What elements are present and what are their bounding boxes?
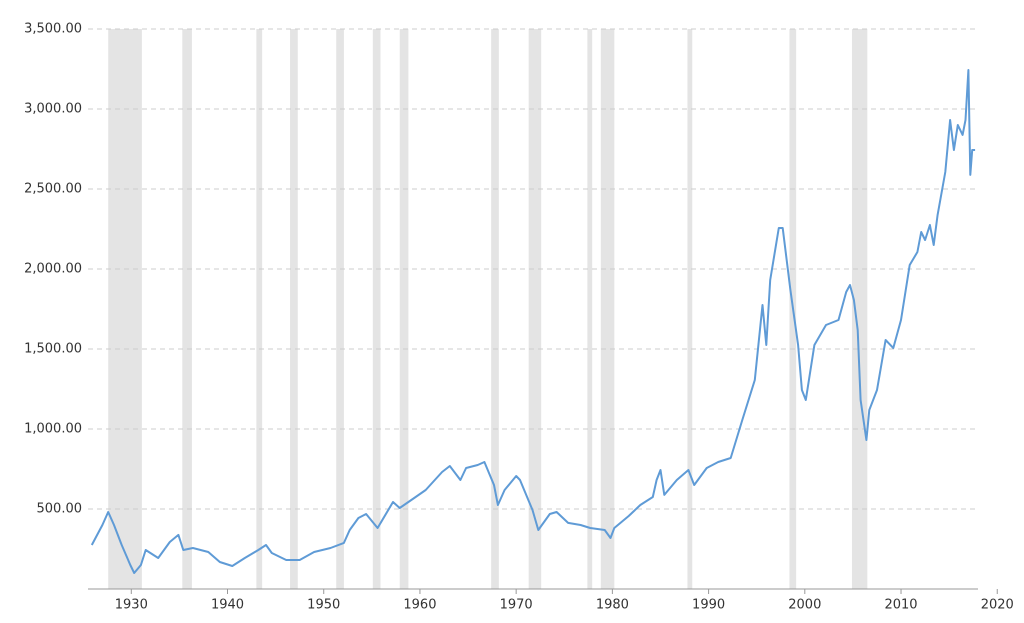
- recession-band: [372, 29, 381, 589]
- x-tick-label: 2000: [788, 598, 821, 613]
- recession-band: [399, 29, 409, 589]
- recession-band: [600, 29, 615, 589]
- x-tick-label: 1970: [500, 598, 533, 613]
- recession-band: [528, 29, 542, 589]
- y-tick-label: 1,500.00: [24, 342, 82, 357]
- recession-band: [851, 29, 868, 589]
- y-tick-label: 1,000.00: [24, 422, 82, 437]
- y-tick-label: 2,000.00: [24, 262, 82, 277]
- recession-band: [256, 29, 263, 589]
- recession-band: [336, 29, 344, 589]
- y-tick-label: 3,000.00: [24, 102, 82, 117]
- series-line: [90, 69, 976, 574]
- x-tick-label: 1980: [596, 598, 629, 613]
- recession-band: [182, 29, 192, 589]
- recession-band: [687, 29, 693, 589]
- recession-band: [108, 29, 142, 589]
- y-tick-label: 500.00: [37, 502, 83, 517]
- x-tick-label: 1990: [692, 598, 725, 613]
- x-tick-label: 1930: [115, 598, 148, 613]
- plot: 500.00 1,000.00 1,500.00 2,000.00 2,500.00 3,…: [24, 22, 1014, 613]
- x-tick-label: 1950: [307, 598, 340, 613]
- x-tick-label: 2010: [884, 598, 917, 613]
- x-tick-label: 1940: [211, 598, 244, 613]
- recession-band: [290, 29, 298, 589]
- recession-band: [491, 29, 499, 589]
- y-tick-label: 3,500.00: [24, 22, 82, 37]
- x-tick-label: 2020: [981, 598, 1014, 613]
- grid: [88, 28, 978, 510]
- x-tick-label: 1960: [403, 598, 436, 613]
- recession-band: [587, 29, 593, 589]
- recession-bands: [108, 29, 868, 589]
- y-tick-label: 2,500.00: [24, 182, 82, 197]
